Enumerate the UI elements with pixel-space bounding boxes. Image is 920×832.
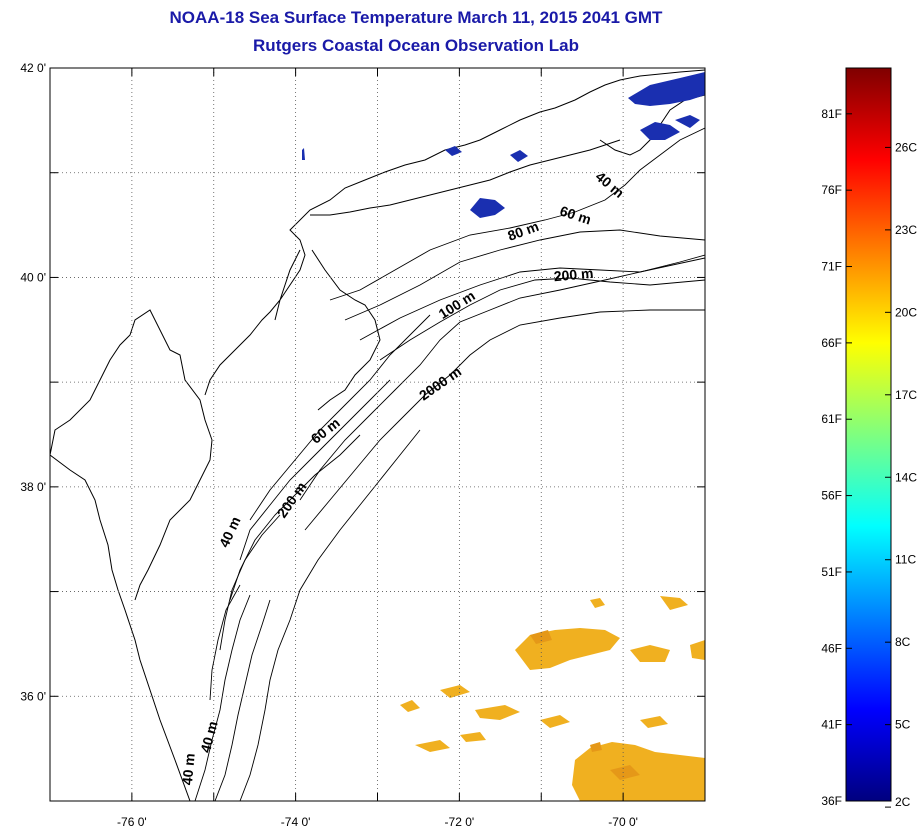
isobath-label: 60 m (308, 414, 343, 446)
isobath-label: 200 m (553, 265, 594, 284)
lat-tick-label: 36 0' (20, 689, 46, 703)
colorbar-label-f: 36F (821, 794, 842, 808)
isobath-label: 80 m (505, 218, 540, 244)
colorbar-label-f: 41F (821, 718, 842, 732)
colorbar-label-f: 51F (821, 565, 842, 579)
lat-tick-label: 42 0' (20, 61, 46, 75)
chart-subtitle: Rutgers Coastal Ocean Observation Lab (253, 36, 579, 55)
colorbar-label-c: 17C (895, 388, 917, 402)
axis-ticks (49, 67, 706, 802)
isobath-label: 40 m (197, 719, 221, 754)
colorbar-label-c: 8C (895, 635, 911, 649)
colorbar-label-f: 76F (821, 183, 842, 197)
colorbar-label-f: 71F (821, 260, 842, 274)
isobath-label: 2000 m (416, 363, 464, 403)
lon-tick-label: -76 0' (117, 815, 147, 829)
lat-tick-label: 40 0' (20, 270, 46, 284)
sst-map: 40 m 60 m 80 m 200 m 100 m 2000 m 60 m 200 m 40 … (20, 61, 706, 829)
isobath-label: 60 m (558, 203, 593, 228)
colorbar-label-f: 46F (821, 641, 842, 655)
colorbar-fahrenheit-labels: 36F 41F 46F 51F 56F 61F 66F 71F 76F 81F (821, 107, 852, 808)
lon-tick-label: -74 0' (281, 815, 311, 829)
colorbar-label-c: 23C (895, 223, 917, 237)
colorbar-label-f: 66F (821, 336, 842, 350)
colorbar-label-c: 26C (895, 140, 917, 154)
cold-sst-patches (302, 72, 705, 218)
isobath-labels: 40 m 60 m 80 m 200 m 100 m 2000 m 60 m 200 m 40 … (179, 168, 627, 786)
isobath-label: 40 m (216, 514, 244, 550)
axis-tick-labels: -76 0' -74 0' -72 0' -70 0' 42 0' 40 0' 38 0' 3… (20, 61, 638, 829)
chart-title: NOAA-18 Sea Surface Temperature March 11… (169, 8, 663, 27)
colorbar-label-c: 11C (895, 553, 916, 567)
lon-tick-label: -70 0' (608, 815, 638, 829)
warm-sst-patches (400, 596, 705, 801)
isobath-label: 40 m (179, 753, 198, 786)
colorbar-label-f: 56F (821, 489, 842, 503)
colorbar-label-c: 5C (895, 718, 911, 732)
colorbar-label-c: 20C (895, 305, 917, 319)
colorbar-label-c: 14C (895, 470, 917, 484)
colorbar-celsius-labels: 2C 5C 8C 11C 14C 17C 20C 23C 26C (885, 140, 917, 809)
colorbar-scale (845, 67, 892, 802)
lat-tick-label: 38 0' (20, 480, 46, 494)
lon-tick-label: -72 0' (445, 815, 475, 829)
colorbar-label-f: 81F (821, 107, 842, 121)
colorbar-label-c: 2C (895, 795, 911, 809)
isobath-label: 200 m (274, 479, 310, 521)
isobath-label: 100 m (436, 287, 478, 322)
isobaths (194, 127, 705, 801)
colorbar-label-f: 61F (821, 412, 842, 426)
